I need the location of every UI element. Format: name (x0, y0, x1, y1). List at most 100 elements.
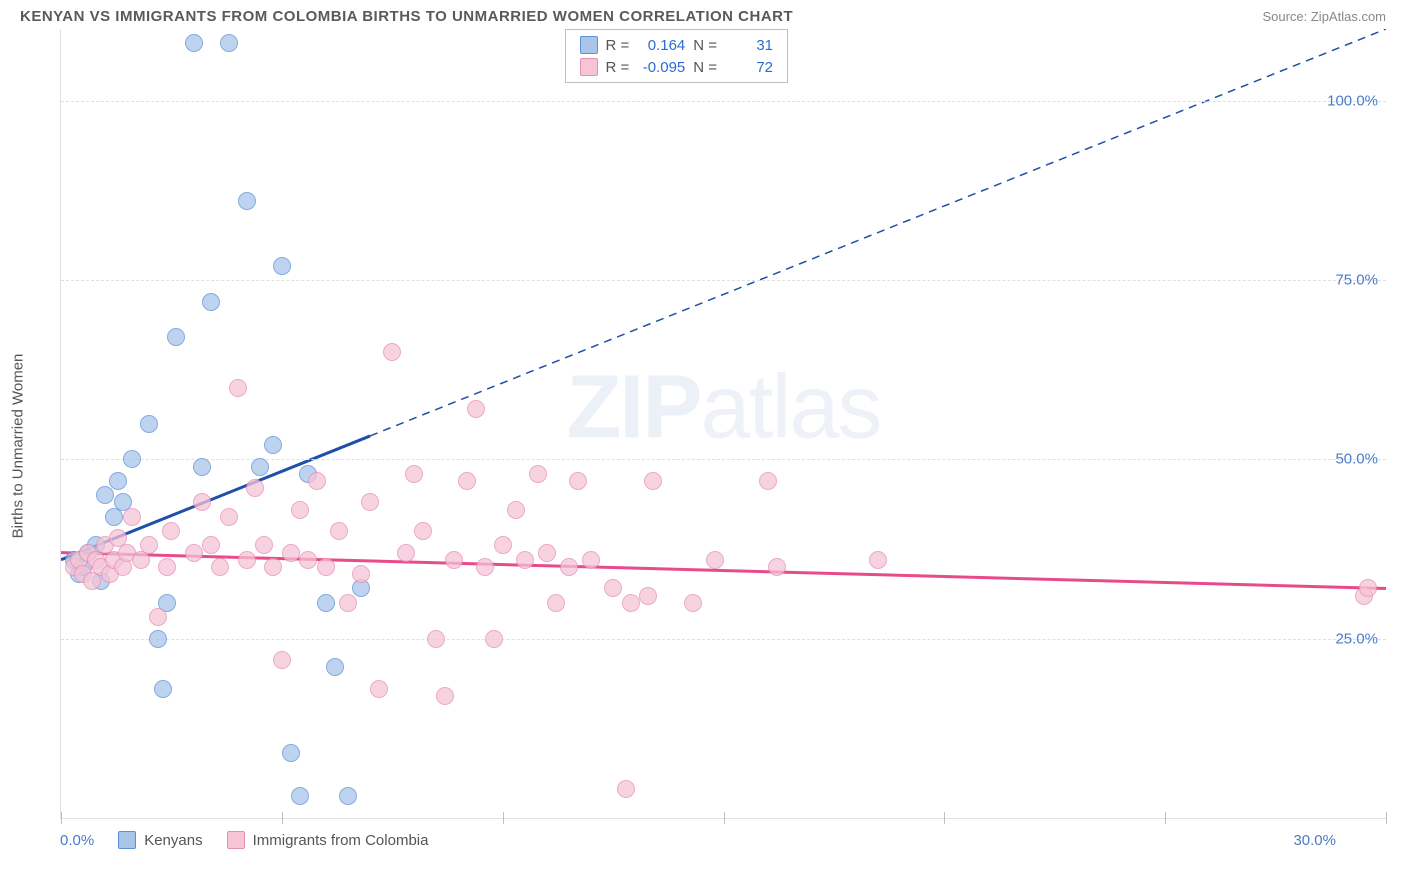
data-point (330, 522, 348, 540)
gridline (61, 101, 1386, 102)
y-tick-label: 75.0% (1335, 272, 1378, 289)
trendlines-svg (61, 29, 1386, 818)
data-point (768, 558, 786, 576)
data-point (317, 594, 335, 612)
legend-bottom: 0.0% Kenyans Immigrants from Colombia 30… (0, 831, 1406, 849)
data-point (547, 594, 565, 612)
correlation-row-colombia: R = -0.095 N = 72 (566, 56, 788, 78)
legend-label-colombia: Immigrants from Colombia (253, 832, 429, 849)
legend-item-kenyans: Kenyans (118, 831, 202, 849)
data-point (291, 501, 309, 519)
data-point (361, 493, 379, 511)
data-point (299, 551, 317, 569)
data-point (140, 415, 158, 433)
n-value-colombia: 72 (725, 59, 773, 76)
data-point (246, 479, 264, 497)
correlation-legend-box: R = 0.164 N = 31 R = -0.095 N = 72 (565, 29, 789, 83)
data-point (202, 293, 220, 311)
data-point (193, 458, 211, 476)
data-point (507, 501, 525, 519)
n-label: N = (693, 59, 717, 76)
data-point (458, 472, 476, 490)
data-point (282, 744, 300, 762)
data-point (202, 536, 220, 554)
data-point (516, 551, 534, 569)
data-point (352, 565, 370, 583)
data-point (264, 436, 282, 454)
x-tick (724, 812, 725, 824)
y-tick-label: 100.0% (1327, 92, 1378, 109)
gridline (61, 639, 1386, 640)
n-label: N = (693, 37, 717, 54)
data-point (569, 472, 587, 490)
data-point (436, 687, 454, 705)
x-tick (1165, 812, 1166, 824)
data-point (167, 328, 185, 346)
chart-title: KENYAN VS IMMIGRANTS FROM COLOMBIA BIRTH… (20, 8, 793, 25)
data-point (251, 458, 269, 476)
x-tick (1386, 812, 1387, 824)
data-point (238, 551, 256, 569)
data-point (291, 787, 309, 805)
data-point (604, 579, 622, 597)
legend-swatch-colombia (227, 831, 245, 849)
data-point (706, 551, 724, 569)
data-point (622, 594, 640, 612)
data-point (529, 465, 547, 483)
data-point (158, 558, 176, 576)
data-point (317, 558, 335, 576)
data-point (485, 630, 503, 648)
data-point (339, 594, 357, 612)
data-point (185, 34, 203, 52)
y-axis-label: Births to Unmarried Women (10, 354, 27, 539)
scatter-chart: ZIPatlas R = 0.164 N = 31 R = -0.095 N =… (60, 29, 1386, 819)
data-point (264, 558, 282, 576)
title-bar: KENYAN VS IMMIGRANTS FROM COLOMBIA BIRTH… (0, 0, 1406, 29)
data-point (211, 558, 229, 576)
data-point (582, 551, 600, 569)
data-point (759, 472, 777, 490)
data-point (869, 551, 887, 569)
data-point (273, 257, 291, 275)
data-point (109, 472, 127, 490)
x-tick (503, 812, 504, 824)
swatch-colombia (580, 58, 598, 76)
data-point (538, 544, 556, 562)
data-point (1359, 579, 1377, 597)
data-point (123, 450, 141, 468)
data-point (684, 594, 702, 612)
data-point (494, 536, 512, 554)
data-point (639, 587, 657, 605)
data-point (154, 680, 172, 698)
x-max-label: 30.0% (1293, 832, 1336, 849)
data-point (96, 486, 114, 504)
swatch-kenyans (580, 36, 598, 54)
data-point (238, 192, 256, 210)
source-label: Source: ZipAtlas.com (1262, 9, 1386, 24)
data-point (383, 343, 401, 361)
r-label: R = (606, 59, 630, 76)
r-label: R = (606, 37, 630, 54)
data-point (560, 558, 578, 576)
data-point (414, 522, 432, 540)
data-point (140, 536, 158, 554)
r-value-kenyans: 0.164 (637, 37, 685, 54)
n-value-kenyans: 31 (725, 37, 773, 54)
data-point (326, 658, 344, 676)
data-point (644, 472, 662, 490)
watermark: ZIPatlas (566, 356, 880, 459)
data-point (255, 536, 273, 554)
data-point (476, 558, 494, 576)
data-point (185, 544, 203, 562)
legend-label-kenyans: Kenyans (144, 832, 202, 849)
data-point (149, 608, 167, 626)
data-point (273, 651, 291, 669)
y-tick-label: 50.0% (1335, 451, 1378, 468)
data-point (427, 630, 445, 648)
data-point (405, 465, 423, 483)
data-point (149, 630, 167, 648)
gridline (61, 280, 1386, 281)
legend-item-colombia: Immigrants from Colombia (227, 831, 429, 849)
x-tick (282, 812, 283, 824)
data-point (220, 34, 238, 52)
